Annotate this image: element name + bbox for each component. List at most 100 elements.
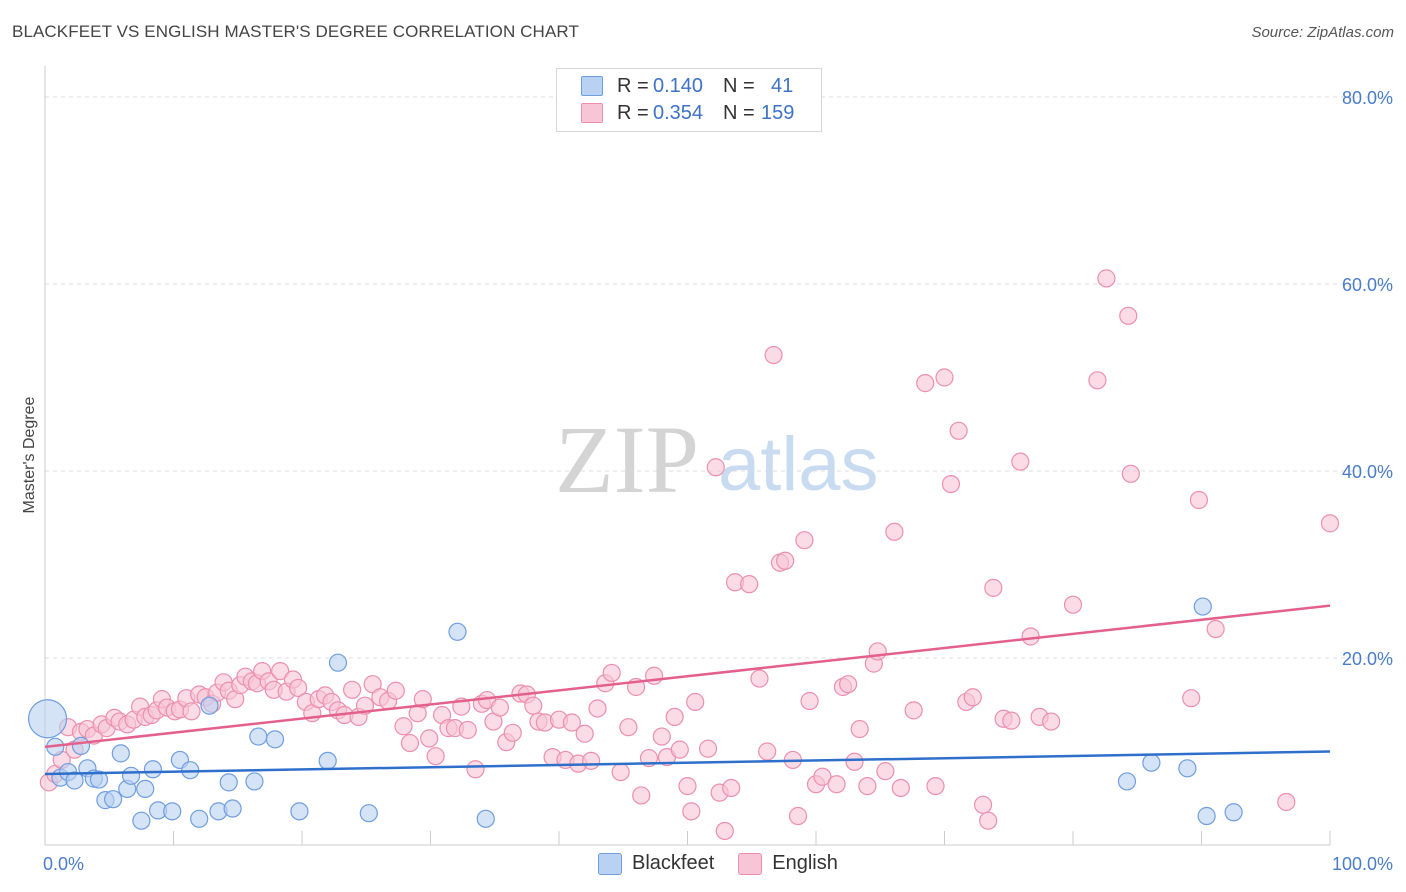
english-point: [941, 474, 961, 494]
english-point: [984, 578, 1003, 597]
english-point: [466, 760, 485, 779]
legend-r-value-blackfeet: 0.140: [653, 74, 704, 97]
english-point: [1320, 514, 1340, 533]
english-point: [979, 811, 998, 830]
english-point: [1206, 619, 1225, 639]
legend-n-label: N =: [723, 74, 755, 97]
blackfeet-point: [476, 809, 495, 828]
watermark: ZIP atlas: [555, 406, 879, 513]
blackfeet-point: [328, 653, 348, 672]
english-point: [426, 747, 445, 766]
blackfeet-point: [136, 779, 155, 799]
blackfeet-point: [448, 622, 467, 641]
legend-row-english: R = 0.354 N = 159: [581, 100, 794, 126]
english-point: [490, 698, 509, 717]
english-point: [850, 719, 869, 739]
y-tick-label: 20.0%: [1342, 649, 1393, 669]
legend-r-value-english: 0.354: [653, 101, 704, 124]
english-point: [632, 786, 651, 805]
english-point: [845, 752, 864, 771]
english-point: [271, 661, 290, 681]
english-point: [1097, 269, 1116, 288]
english-point: [891, 778, 910, 798]
english-point: [800, 691, 819, 711]
legend-n-label: N =: [723, 101, 755, 124]
english-point: [1088, 371, 1107, 390]
english-point: [420, 729, 439, 748]
trend-lines: [44, 604, 1331, 776]
english-point: [949, 421, 968, 440]
blackfeet-point: [359, 804, 378, 823]
english-point: [916, 374, 935, 393]
english-point: [813, 767, 832, 786]
y-tick-label: 80.0%: [1342, 88, 1393, 108]
english-point: [926, 776, 945, 796]
blackfeet-point: [65, 771, 84, 790]
blackfeet-point: [318, 751, 337, 770]
english-point: [839, 675, 858, 694]
blackfeet-point: [245, 772, 264, 791]
english-point: [1119, 306, 1138, 325]
english-point: [1063, 595, 1083, 614]
english-point: [868, 642, 887, 661]
legend-item-english[interactable]: English: [738, 852, 838, 875]
axis-labels: 20.0% 40.0% 60.0% 80.0% 0.0% 100.0%: [43, 88, 1393, 874]
blackfeet-point: [27, 699, 68, 739]
x-tick-label-min: 0.0%: [43, 854, 84, 874]
english-point: [1011, 452, 1030, 471]
blackfeet-point: [219, 773, 238, 792]
english-point: [670, 740, 689, 759]
blackfeet-point: [249, 727, 268, 746]
series-legend: Blackfeet English: [598, 852, 862, 875]
blackfeet-point: [1178, 759, 1197, 778]
watermark-zip: ZIP: [555, 406, 699, 513]
english-point: [289, 678, 308, 698]
legend-r-label: R =: [617, 101, 649, 124]
legend-item-blackfeet[interactable]: Blackfeet: [598, 852, 714, 875]
blackfeet-point: [121, 766, 141, 785]
blackfeet-point: [143, 760, 163, 779]
english-point: [904, 701, 923, 720]
english-point: [1277, 792, 1296, 812]
blackfeet-point: [200, 696, 219, 715]
english-point: [588, 699, 607, 718]
english-point: [758, 742, 777, 761]
english-point: [602, 663, 621, 683]
blackfeet-point: [163, 802, 182, 821]
english-point: [935, 368, 954, 387]
english-point: [394, 717, 413, 736]
blackfeet-point: [265, 730, 285, 749]
english-point: [885, 522, 904, 541]
blackfeet-swatch: [581, 76, 603, 96]
blackfeet-point: [1193, 597, 1212, 616]
english-point: [678, 776, 697, 796]
blackfeet-point: [89, 770, 109, 789]
blackfeet-point: [190, 809, 209, 828]
english-point: [686, 692, 705, 712]
english-point: [562, 713, 581, 732]
english-point: [355, 696, 375, 715]
english-point: [682, 802, 701, 821]
english-point: [776, 551, 795, 570]
english-point: [764, 345, 783, 365]
english-point: [1002, 711, 1021, 730]
english-point: [722, 778, 741, 798]
english-point: [715, 821, 734, 841]
english-point: [652, 727, 671, 746]
english-point: [503, 723, 522, 742]
blackfeet-point: [1117, 772, 1137, 791]
legend-r-label: R =: [617, 74, 649, 97]
chart-title: BLACKFEET VS ENGLISH MASTER'S DEGREE COR…: [12, 22, 579, 41]
english-trend-line: [44, 604, 1331, 749]
gridlines: [45, 96, 1392, 659]
english-point: [698, 739, 718, 758]
english-point: [575, 724, 594, 743]
english-point: [858, 776, 877, 796]
english-point: [973, 795, 993, 814]
english-point: [706, 458, 725, 477]
blackfeet-point: [290, 802, 309, 821]
blackfeet-trend-line: [44, 750, 1331, 776]
y-axis-label: Master's Degree: [21, 396, 38, 513]
blackfeet-point: [71, 736, 91, 755]
y-tick-label: 40.0%: [1342, 462, 1393, 482]
